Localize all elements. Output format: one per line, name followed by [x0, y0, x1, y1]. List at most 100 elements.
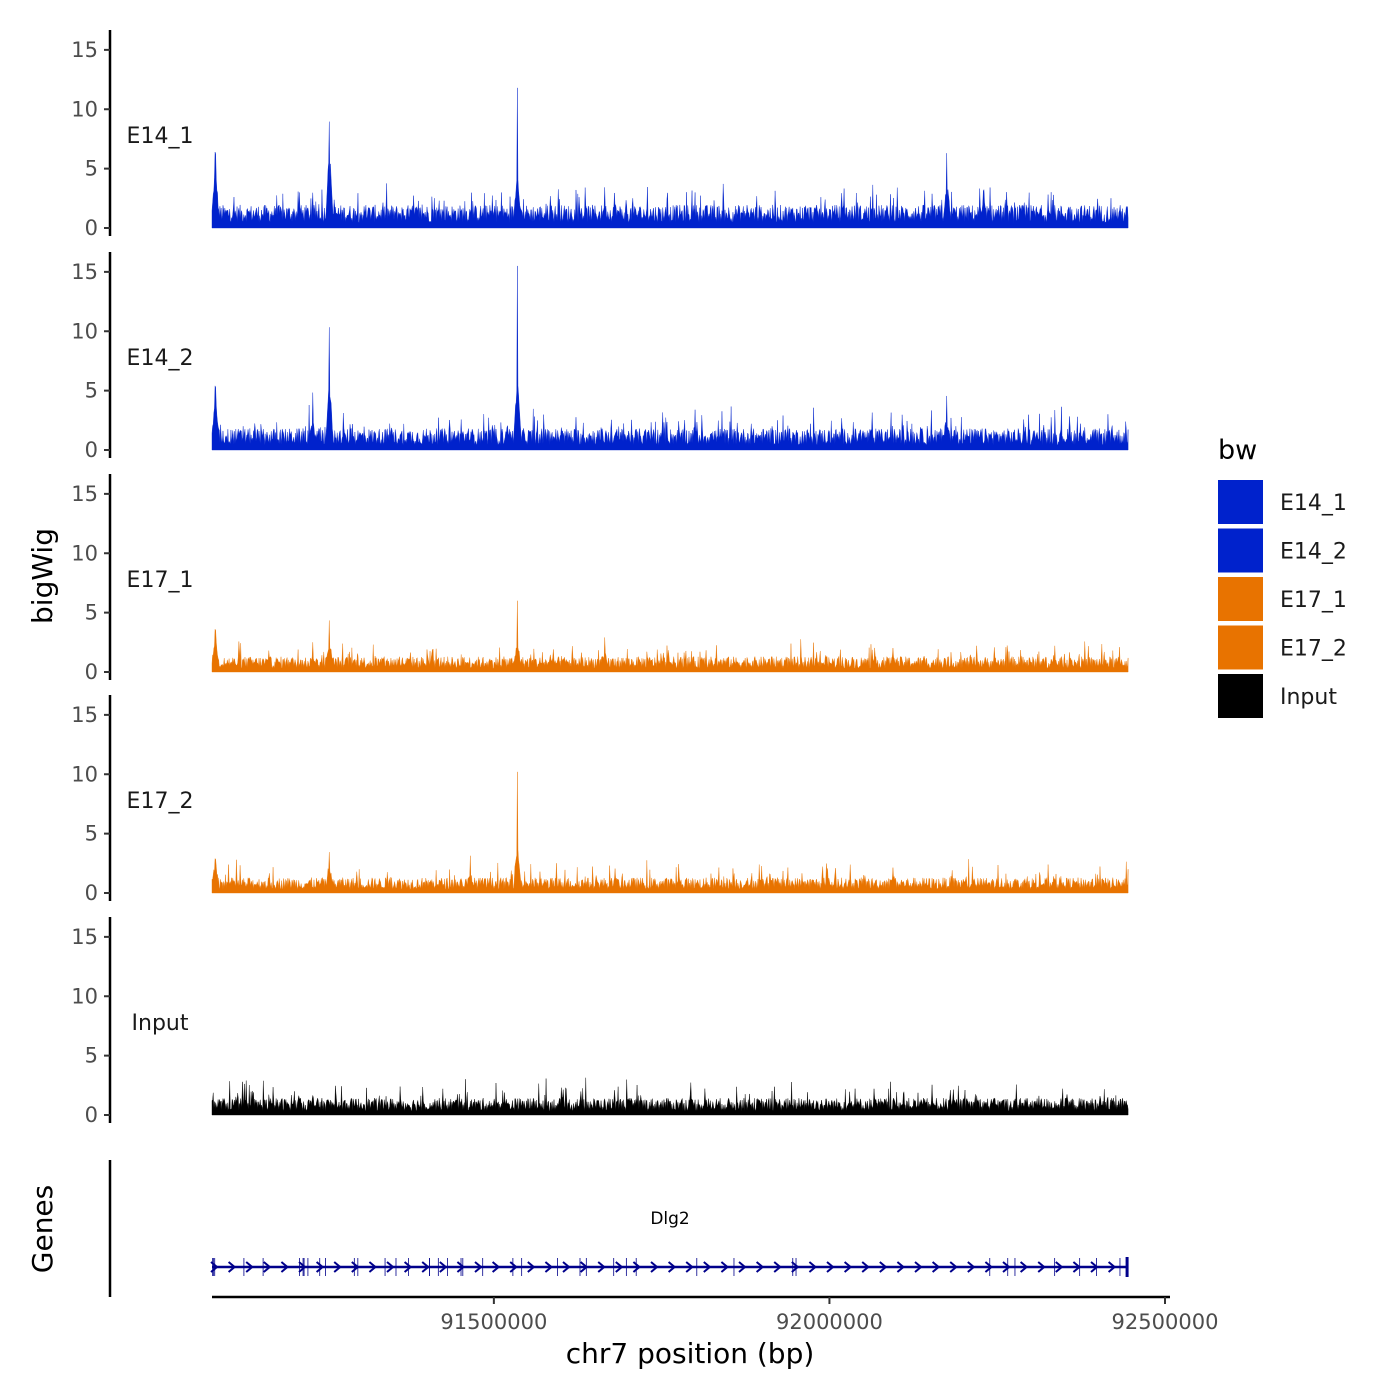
coverage-area-Input: [211, 1077, 1129, 1116]
legend-swatch: [1218, 625, 1263, 670]
track-Input: 0 5 10 15 Input: [71, 917, 1129, 1127]
track-label: E14_1: [127, 124, 194, 149]
x-axis-title: chr7 position (bp): [566, 1337, 815, 1370]
coverage-area-E17_1: [211, 600, 1129, 673]
strand-arrow: [315, 1261, 325, 1273]
legend-label: E14_1: [1280, 491, 1347, 516]
x-tick-label: 91500000: [440, 1310, 547, 1334]
gene-Dlg2: Dlg2: [210, 1209, 1129, 1277]
strand-arrow: [333, 1261, 342, 1273]
strand-arrow: [439, 1261, 448, 1273]
legend-title: bw: [1218, 435, 1257, 466]
strand-arrow: [914, 1261, 923, 1273]
legend-item-E17_2: E17_2: [1218, 625, 1347, 670]
strand-arrow: [245, 1261, 254, 1273]
strand-arrow: [720, 1261, 729, 1273]
y-tick-label: 15: [71, 260, 98, 284]
strand-arrow: [1090, 1261, 1099, 1273]
strand-arrow: [615, 1261, 624, 1273]
legend-swatch: [1218, 528, 1263, 573]
strand-arrow: [351, 1261, 360, 1273]
y-tick-label: 5: [85, 822, 98, 846]
strand-arrow: [949, 1261, 958, 1273]
genes-track: Dlg2: [108, 1160, 1129, 1297]
y-tick-label: 10: [71, 984, 98, 1008]
y-tick-label: 5: [85, 157, 98, 181]
track-E17_2: 0 5 10 15 E17_2: [71, 695, 1129, 905]
strand-arrow: [386, 1261, 395, 1273]
strand-arrow: [421, 1261, 430, 1273]
y-tick-label: 0: [85, 438, 98, 462]
legend: bw E14_1 E14_2 E17_1 E17_2 Input: [1218, 435, 1347, 718]
y-tick-label: 0: [85, 660, 98, 684]
y-tick-label: 5: [85, 1044, 98, 1068]
y-tick-label: 15: [71, 703, 98, 727]
strand-arrow: [1002, 1261, 1011, 1273]
strand-arrow: [280, 1261, 289, 1273]
strand-arrow: [773, 1261, 782, 1273]
track-label: E17_2: [127, 789, 194, 814]
y-tick-label: 15: [71, 38, 98, 62]
strand-arrow: [685, 1261, 694, 1273]
legend-swatch: [1218, 674, 1263, 718]
legend-item-E17_1: E17_1: [1218, 577, 1347, 621]
strand-arrow: [1107, 1261, 1117, 1273]
legend-label: E17_1: [1280, 588, 1347, 613]
legend-item-Input: Input: [1218, 674, 1337, 718]
strand-arrow: [298, 1261, 307, 1273]
y-tick-label: 0: [85, 1103, 98, 1127]
y-tick-label: 15: [71, 482, 98, 506]
x-tick-label: 92000000: [776, 1310, 883, 1334]
strand-arrow: [650, 1261, 659, 1273]
legend-label: E17_2: [1280, 637, 1347, 662]
track-E14_2: 0 5 10 15 E14_2: [71, 252, 1129, 462]
legend-swatch: [1218, 577, 1263, 621]
strand-arrow: [456, 1261, 465, 1273]
strand-arrow: [879, 1261, 888, 1273]
strand-arrow: [826, 1261, 835, 1273]
y-tick-label: 5: [85, 601, 98, 625]
strand-arrow: [474, 1261, 483, 1273]
track-label: E14_2: [127, 346, 194, 371]
strand-arrow: [755, 1261, 765, 1273]
strand-arrow: [491, 1261, 501, 1273]
y-tick-label: 10: [71, 319, 98, 343]
strand-arrow: [210, 1261, 219, 1273]
strand-arrow: [544, 1261, 553, 1273]
coverage-area-E14_1: [211, 87, 1129, 229]
legend-label: Input: [1280, 685, 1337, 710]
track-E14_1: 0 5 10 15 E14_1: [71, 30, 1129, 240]
x-axis: 91500000 92000000 92500000: [212, 1295, 1219, 1334]
track-E17_1: 0 5 10 15 E17_1: [71, 474, 1129, 684]
legend-swatch: [1218, 480, 1263, 524]
tracks-layer: 0 5 10 15 E14_1 0 5 10 15 E14_2 0 5 10 15 E17_1 0 5 10 15 E…: [71, 30, 1129, 1127]
x-tick-label: 92500000: [1112, 1310, 1219, 1334]
y-tick-label: 10: [71, 762, 98, 786]
strand-arrow: [808, 1261, 817, 1273]
strand-arrow: [861, 1261, 870, 1273]
strand-arrow: [632, 1261, 641, 1273]
y-tick-label: 15: [71, 925, 98, 949]
strand-arrow: [667, 1261, 677, 1273]
strand-arrow: [738, 1261, 747, 1273]
strand-arrow: [562, 1261, 571, 1273]
genes-axis-title: Genes: [26, 1185, 59, 1273]
y-tick-label: 0: [85, 881, 98, 905]
strand-arrow: [931, 1261, 941, 1273]
track-label: Input: [132, 1011, 189, 1036]
strand-arrow: [597, 1261, 606, 1273]
strand-arrow: [896, 1261, 905, 1273]
strand-arrow: [843, 1261, 853, 1273]
y-tick-label: 0: [85, 216, 98, 240]
strand-arrow: [227, 1261, 237, 1273]
y-tick-label: 10: [71, 97, 98, 121]
strand-arrow: [984, 1261, 993, 1273]
y-axis-title: bigWig: [26, 528, 59, 624]
strand-arrow: [509, 1261, 518, 1273]
legend-item-E14_1: E14_1: [1218, 480, 1347, 524]
strand-arrow: [263, 1261, 272, 1273]
strand-arrow: [703, 1261, 712, 1273]
coverage-area-E14_2: [211, 265, 1129, 451]
legend-item-E14_2: E14_2: [1218, 528, 1347, 573]
